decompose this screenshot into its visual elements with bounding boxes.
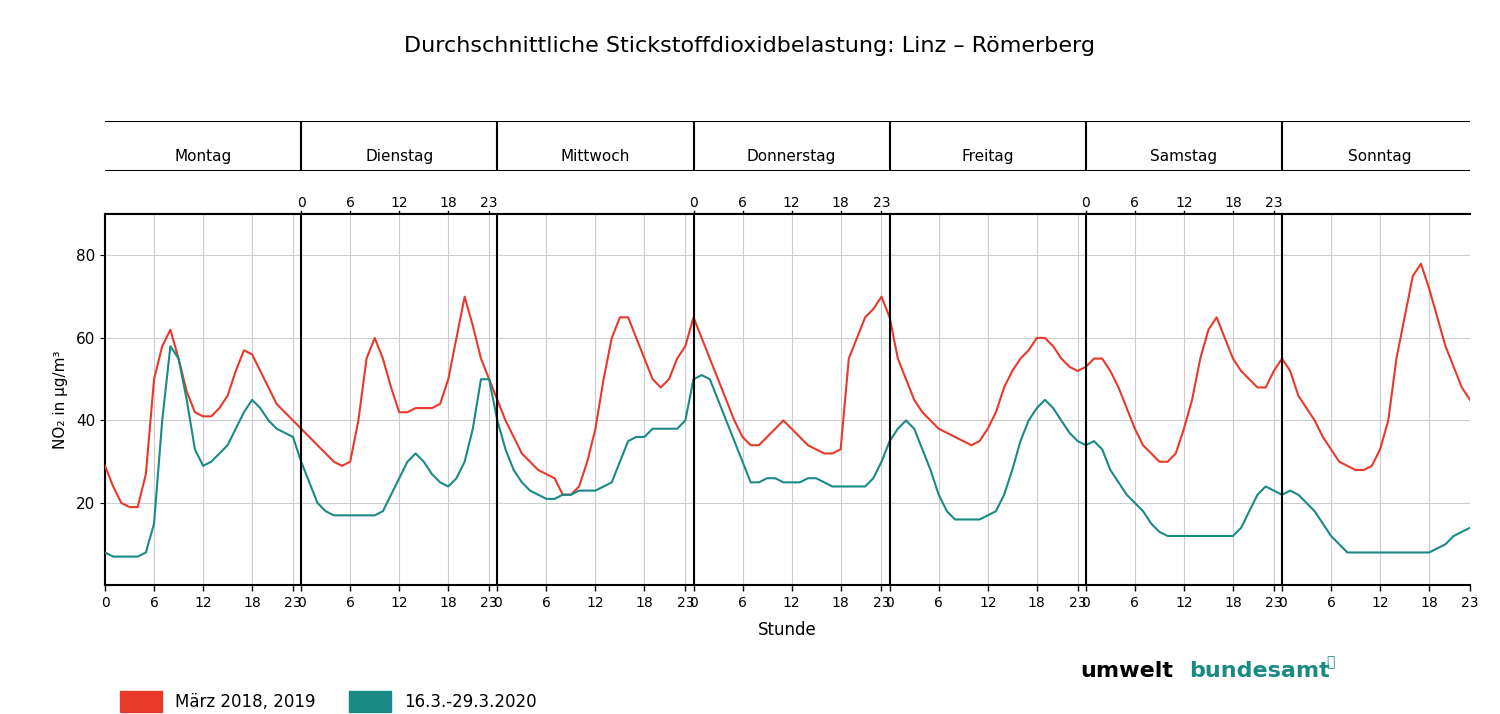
Text: 0: 0 (1082, 196, 1090, 210)
Y-axis label: NO₂ in µg/m³: NO₂ in µg/m³ (53, 351, 68, 449)
Legend: März 2018, 2019, 16.3.-29.3.2020: März 2018, 2019, 16.3.-29.3.2020 (114, 685, 543, 714)
Text: 18: 18 (833, 196, 849, 210)
Text: Mittwoch: Mittwoch (561, 149, 630, 164)
Text: Ⓤ: Ⓤ (1326, 655, 1335, 670)
Text: 23: 23 (873, 196, 889, 210)
Text: 6: 6 (1131, 196, 1140, 210)
Text: 18: 18 (440, 196, 458, 210)
Text: 23: 23 (1264, 196, 1282, 210)
Text: 0: 0 (297, 196, 306, 210)
Text: umwelt: umwelt (1080, 661, 1173, 681)
Text: 12: 12 (1174, 196, 1192, 210)
Text: Freitag: Freitag (962, 149, 1014, 164)
Text: Durchschnittliche Stickstoffdioxidbelastung: Linz – Römerberg: Durchschnittliche Stickstoffdioxidbelast… (405, 36, 1095, 56)
Text: 12: 12 (390, 196, 408, 210)
Text: 0: 0 (688, 196, 698, 210)
Text: 6: 6 (738, 196, 747, 210)
Text: 23: 23 (480, 196, 498, 210)
Text: Donnerstag: Donnerstag (747, 149, 837, 164)
X-axis label: Stunde: Stunde (758, 621, 818, 639)
Text: bundesamt: bundesamt (1190, 661, 1330, 681)
Text: Dienstag: Dienstag (364, 149, 434, 164)
Text: 6: 6 (346, 196, 354, 210)
Text: 12: 12 (783, 196, 801, 210)
Text: 18: 18 (1224, 196, 1242, 210)
Text: Sonntag: Sonntag (1348, 149, 1412, 164)
Text: Samstag: Samstag (1150, 149, 1218, 164)
Text: Montag: Montag (174, 149, 231, 164)
